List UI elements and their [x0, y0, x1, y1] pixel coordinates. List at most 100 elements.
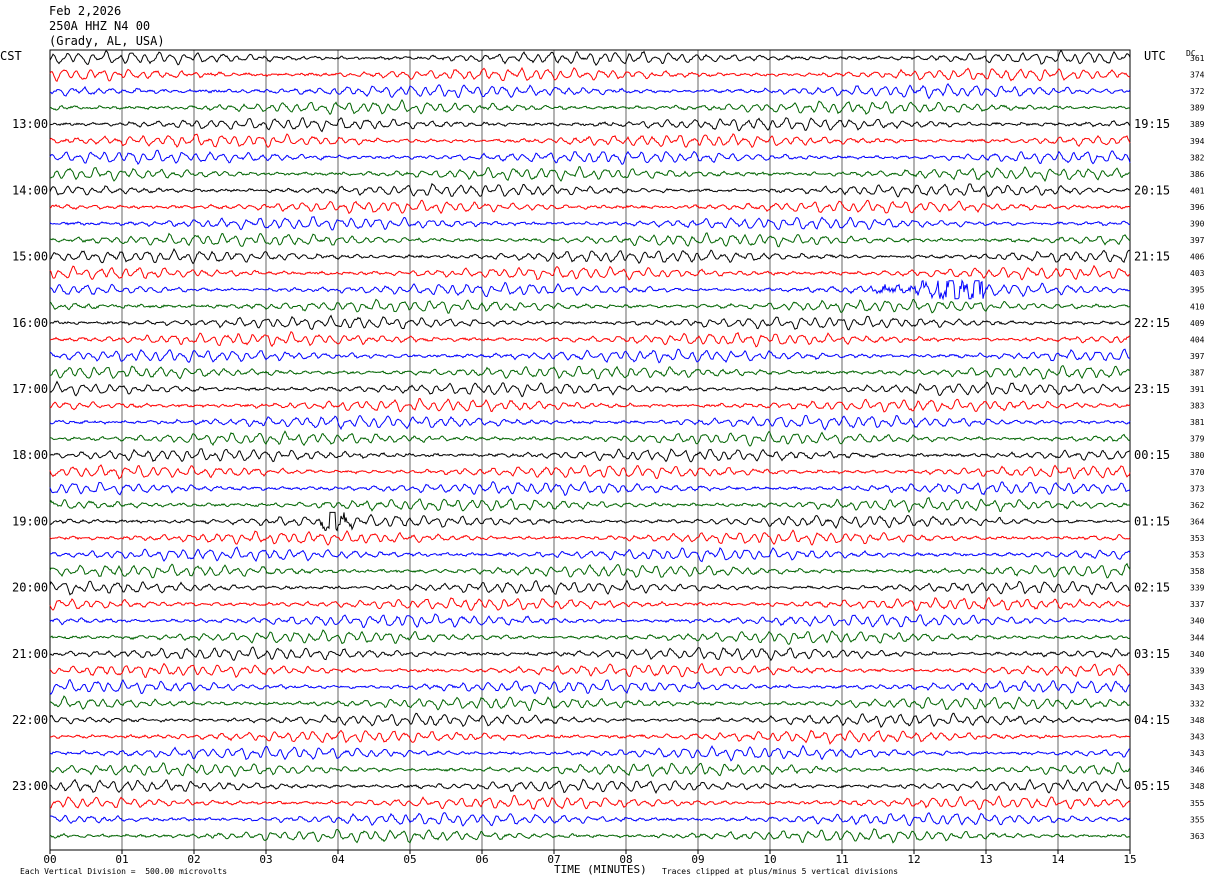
x-tick-label: 04 [331, 853, 345, 866]
trace-23 [49, 430, 1131, 447]
dc-offset-label: 358 [1190, 567, 1205, 576]
dc-offset-label: 355 [1190, 815, 1205, 824]
x-tick-label: 09 [691, 853, 704, 866]
dc-label: DC [1186, 49, 1196, 58]
dc-offset-label: 397 [1190, 236, 1205, 245]
dc-offset-label: 396 [1190, 203, 1205, 212]
trace-37 [49, 662, 1131, 678]
trace-39 [49, 695, 1131, 712]
x-tick-label: 03 [259, 853, 272, 866]
trace-13 [49, 264, 1131, 281]
dc-offset-label: 363 [1190, 832, 1205, 841]
utc-hour-label: 23:15 [1134, 382, 1170, 396]
dc-offset-label: 343 [1190, 749, 1205, 758]
cst-hour-label: 17:00 [12, 382, 48, 396]
x-tick-label: 13 [979, 853, 992, 866]
dc-offset-label: 337 [1190, 600, 1205, 609]
header-station: 250A HHZ N4 00 [49, 19, 151, 33]
trace-8 [49, 182, 1131, 198]
x-axis-title: TIME (MINUTES) [554, 863, 647, 876]
trace-12 [49, 248, 1131, 265]
trace-7 [49, 166, 1131, 182]
x-tick-label: 11 [835, 853, 848, 866]
utc-hour-label: 02:15 [1134, 581, 1170, 595]
trace-3 [49, 99, 1131, 116]
trace-31 [49, 562, 1131, 579]
utc-hour-label: 22:15 [1134, 316, 1170, 330]
dc-offset-label: 364 [1190, 517, 1205, 526]
cst-hour-label: 13:00 [12, 117, 48, 131]
trace-22 [49, 414, 1131, 431]
dc-offset-label: 380 [1190, 451, 1205, 460]
trace-11 [49, 232, 1131, 248]
x-tick-label: 10 [763, 853, 776, 866]
dc-offset-label: 409 [1190, 319, 1205, 328]
trace-33 [49, 596, 1131, 611]
trace-1 [49, 66, 1131, 83]
trace-44 [49, 778, 1131, 794]
trace-16 [49, 314, 1131, 331]
cst-hour-label: 21:00 [12, 647, 48, 661]
trace-4 [49, 117, 1131, 133]
dc-offset-label: 389 [1190, 120, 1205, 129]
trace-15 [49, 298, 1131, 314]
x-tick-label: 02 [187, 853, 200, 866]
trace-36 [49, 646, 1131, 662]
trace-42 [49, 744, 1131, 762]
dc-offset-label: 372 [1190, 87, 1205, 96]
utc-hour-label: 20:15 [1134, 183, 1170, 197]
trace-25 [49, 464, 1131, 480]
x-tick-label: 01 [115, 853, 128, 866]
cst-hour-label: 16:00 [12, 316, 48, 330]
x-tick-label: 12 [907, 853, 920, 866]
dc-offset-label: 394 [1190, 137, 1205, 146]
cst-hour-label: 22:00 [12, 713, 48, 727]
cst-hour-label: 14:00 [12, 183, 48, 197]
trace-24 [49, 448, 1131, 463]
trace-40 [49, 712, 1131, 728]
dc-offset-label: 383 [1190, 402, 1205, 411]
trace-6 [49, 149, 1131, 166]
trace-47 [49, 828, 1131, 844]
dc-offset-label: 348 [1190, 716, 1205, 725]
trace-35 [49, 629, 1131, 646]
trace-21 [49, 397, 1131, 413]
trace-43 [49, 762, 1131, 778]
cst-hour-label: 19:00 [12, 514, 48, 528]
trace-32 [49, 579, 1131, 596]
trace-28 [49, 511, 1131, 532]
header-location: (Grady, AL, USA) [49, 34, 165, 48]
dc-offset-label: 386 [1190, 170, 1205, 179]
dc-offset-label: 381 [1190, 418, 1205, 427]
x-tick-label: 05 [403, 853, 416, 866]
dc-offset-label: 344 [1190, 633, 1205, 642]
x-tick-label: 00 [43, 853, 56, 866]
vertical-division-note: Each Vertical Division = 500.00 microvol… [20, 867, 228, 876]
dc-offset-label: 362 [1190, 501, 1205, 510]
trace-18 [49, 348, 1131, 364]
dc-offset-label: 387 [1190, 368, 1205, 377]
utc-hour-label: 00:15 [1134, 448, 1170, 462]
x-tick-label: 14 [1051, 853, 1065, 866]
trace-2 [50, 83, 1131, 100]
dc-offset-label: 348 [1190, 782, 1205, 791]
utc-hour-label: 19:15 [1134, 117, 1170, 131]
dc-offset-label: 403 [1190, 269, 1205, 278]
dc-offset-label: 374 [1190, 71, 1205, 80]
dc-offset-label: 340 [1190, 617, 1205, 626]
dc-offset-label: 379 [1190, 435, 1205, 444]
trace-34 [49, 613, 1131, 629]
trace-19 [50, 364, 1131, 380]
dc-offset-label: 343 [1190, 733, 1205, 742]
trace-10 [49, 216, 1131, 231]
dc-offset-label: 382 [1190, 153, 1205, 162]
dc-offset-label: 339 [1190, 666, 1205, 675]
dc-offset-label: 361 [1190, 54, 1205, 63]
dc-offset-label: 404 [1190, 335, 1205, 344]
trace-46 [49, 812, 1131, 827]
dc-offset-label: 390 [1190, 220, 1205, 229]
dc-offset-label: 355 [1190, 799, 1205, 808]
dc-offset-label: 389 [1190, 104, 1205, 113]
x-tick-label: 06 [475, 853, 488, 866]
